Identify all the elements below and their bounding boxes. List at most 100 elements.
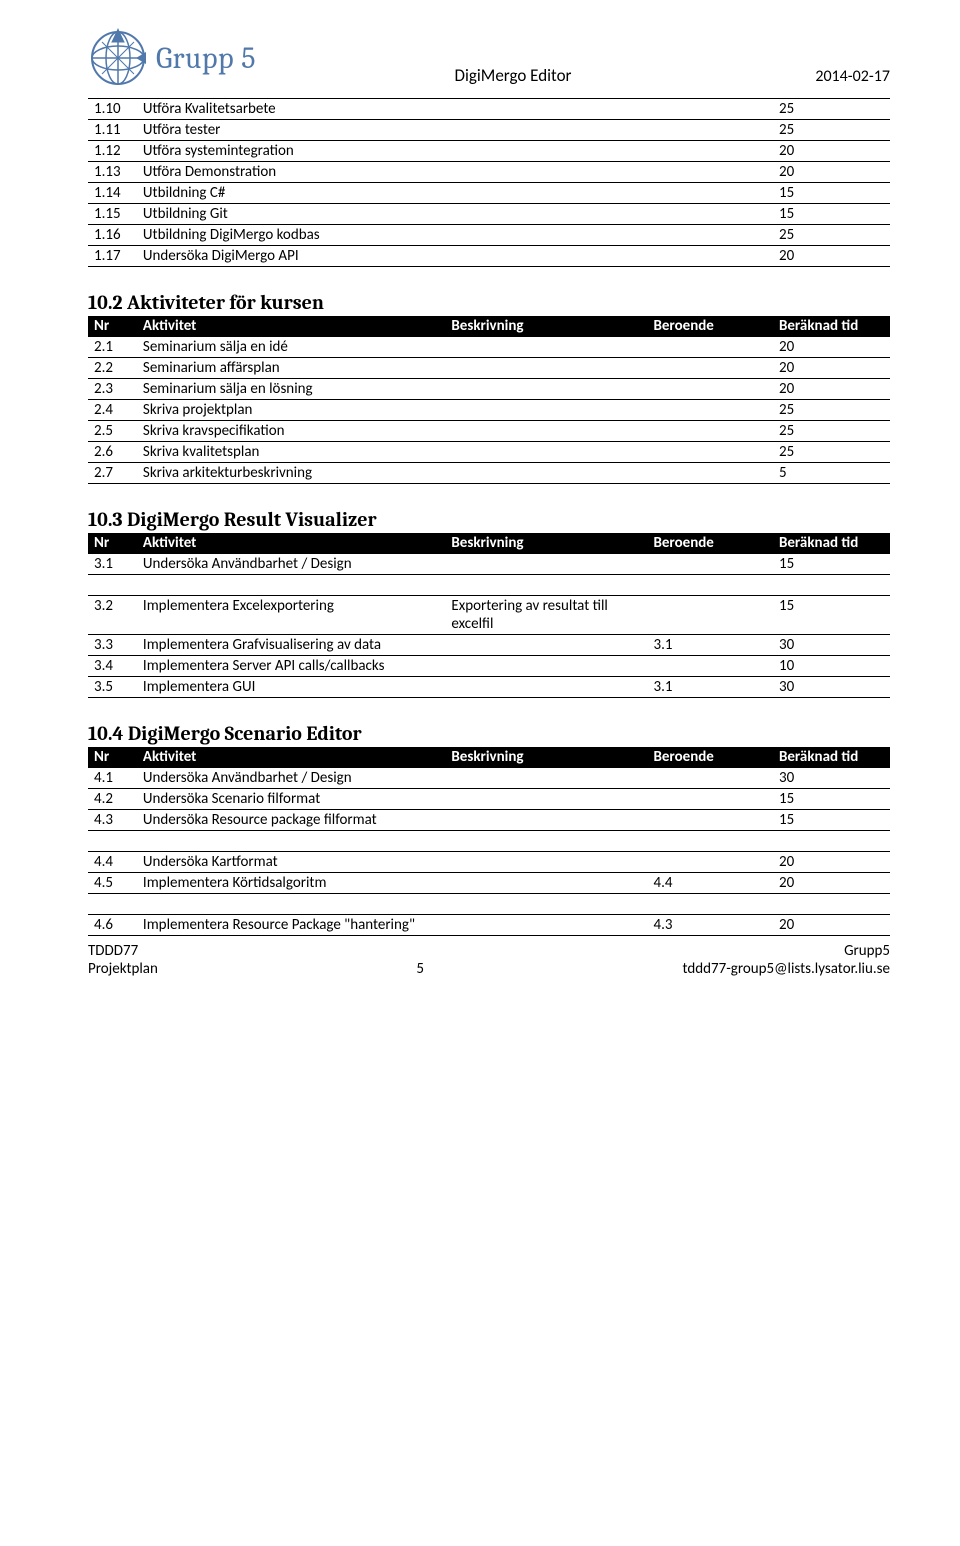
cell-dep bbox=[647, 120, 773, 141]
col-dep: Beroende bbox=[647, 316, 773, 337]
cell-dep bbox=[647, 204, 773, 225]
footer-course: TDDD77 bbox=[88, 942, 158, 960]
cell-nr: 4.4 bbox=[88, 852, 137, 873]
table-row: 3.5Implementera GUI3.130 bbox=[88, 677, 890, 698]
cell-desc bbox=[445, 183, 647, 204]
cell-nr: 1.16 bbox=[88, 225, 137, 246]
cell-dep bbox=[647, 463, 773, 484]
cell-time: 20 bbox=[773, 358, 890, 379]
cell-time: 25 bbox=[773, 225, 890, 246]
cell-time: 15 bbox=[773, 810, 890, 831]
table-row: 3.4Implementera Server API calls/callbac… bbox=[88, 656, 890, 677]
cell-nr: 2.1 bbox=[88, 337, 137, 358]
cell-desc bbox=[445, 246, 647, 267]
col-activity: Aktivitet bbox=[137, 316, 445, 337]
cell-dep bbox=[647, 99, 773, 120]
footer-docname: Projektplan bbox=[88, 960, 158, 978]
cell-desc bbox=[445, 635, 647, 656]
cell-dep bbox=[647, 768, 773, 789]
cell-act: Seminarium sälja en idé bbox=[137, 337, 445, 358]
footer-right: Grupp5 tddd77-group5@lists.lysator.liu.s… bbox=[683, 942, 890, 978]
cell-desc bbox=[445, 656, 647, 677]
table-row: 4.3Undersöka Resource package filformat1… bbox=[88, 810, 890, 831]
cell-nr: 2.6 bbox=[88, 442, 137, 463]
table-row: 4.6Implementera Resource Package "hanter… bbox=[88, 915, 890, 936]
cell-time: 20 bbox=[773, 337, 890, 358]
cell-act: Implementera Resource Package "hantering… bbox=[137, 915, 445, 936]
cell-dep bbox=[647, 141, 773, 162]
cell-nr: 1.11 bbox=[88, 120, 137, 141]
col-time: Beräknad tid bbox=[773, 316, 890, 337]
cell-nr: 4.6 bbox=[88, 915, 137, 936]
cell-dep: 4.3 bbox=[647, 915, 773, 936]
cell-time: 30 bbox=[773, 677, 890, 698]
table-row: 1.16Utbildning DigiMergo kodbas 25 bbox=[88, 225, 890, 246]
cell-desc bbox=[445, 442, 647, 463]
cell-act: Skriva kravspecifikation bbox=[137, 421, 445, 442]
cell-desc bbox=[445, 358, 647, 379]
table-activities-1: 1.10Utföra Kvalitetsarbete251.11Utföra t… bbox=[88, 98, 890, 267]
table-row: 3.1Undersöka Användbarhet / Design15 bbox=[88, 554, 890, 575]
table-row: 1.11Utföra tester25 bbox=[88, 120, 890, 141]
cell-act: Seminarium sälja en lösning bbox=[137, 379, 445, 400]
cell-act: Undersöka DigiMergo API bbox=[137, 246, 445, 267]
cell-desc bbox=[445, 400, 647, 421]
col-time: Beräknad tid bbox=[773, 533, 890, 554]
table-row: 2.3Seminarium sälja en lösning 20 bbox=[88, 379, 890, 400]
cell-nr: 4.1 bbox=[88, 768, 137, 789]
table-activities-4: Nr Aktivitet Beskrivning Beroende Beräkn… bbox=[88, 747, 890, 936]
col-desc: Beskrivning bbox=[445, 747, 647, 768]
cell-act: Utbildning DigiMergo kodbas bbox=[137, 225, 445, 246]
cell-nr: 3.5 bbox=[88, 677, 137, 698]
cell-desc bbox=[445, 141, 647, 162]
table-row: 1.14Utbildning C#15 bbox=[88, 183, 890, 204]
cell-nr: 4.5 bbox=[88, 873, 137, 894]
cell-act: Skriva arkitekturbeskrivning bbox=[137, 463, 445, 484]
cell-desc bbox=[445, 677, 647, 698]
cell-nr: 1.12 bbox=[88, 141, 137, 162]
cell-time: 20 bbox=[773, 379, 890, 400]
cell-desc bbox=[445, 768, 647, 789]
cell-dep bbox=[647, 789, 773, 810]
cell-act: Undersöka Användbarhet / Design bbox=[137, 554, 445, 575]
header-date: 2014-02-17 bbox=[770, 67, 890, 88]
col-nr: Nr bbox=[88, 316, 137, 337]
col-desc: Beskrivning bbox=[445, 533, 647, 554]
cell-time: 20 bbox=[773, 162, 890, 183]
cell-time: 25 bbox=[773, 99, 890, 120]
table-row: 4.4Undersöka Kartformat20 bbox=[88, 852, 890, 873]
cell-act: Utbildning Git bbox=[137, 204, 445, 225]
cell-act: Skriva kvalitetsplan bbox=[137, 442, 445, 463]
cell-desc bbox=[445, 554, 647, 575]
table-row: 2.2Seminarium affärsplan20 bbox=[88, 358, 890, 379]
cell-dep bbox=[647, 656, 773, 677]
cell-time: 15 bbox=[773, 183, 890, 204]
cell-dep bbox=[647, 596, 773, 635]
col-activity: Aktivitet bbox=[137, 533, 445, 554]
cell-nr: 2.5 bbox=[88, 421, 137, 442]
col-activity: Aktivitet bbox=[137, 747, 445, 768]
cell-nr: 1.17 bbox=[88, 246, 137, 267]
cell-dep bbox=[647, 554, 773, 575]
cell-time: 25 bbox=[773, 442, 890, 463]
gap-row bbox=[88, 575, 890, 596]
cell-dep bbox=[647, 225, 773, 246]
cell-dep bbox=[647, 183, 773, 204]
cell-dep bbox=[647, 400, 773, 421]
cell-time: 15 bbox=[773, 596, 890, 635]
cell-time: 25 bbox=[773, 421, 890, 442]
cell-desc bbox=[445, 337, 647, 358]
cell-desc bbox=[445, 162, 647, 183]
col-time: Beräknad tid bbox=[773, 747, 890, 768]
globe-icon bbox=[88, 28, 148, 88]
cell-desc bbox=[445, 873, 647, 894]
cell-time: 20 bbox=[773, 141, 890, 162]
cell-desc bbox=[445, 204, 647, 225]
cell-dep bbox=[647, 852, 773, 873]
col-desc: Beskrivning bbox=[445, 316, 647, 337]
cell-dep bbox=[647, 246, 773, 267]
cell-nr: 2.3 bbox=[88, 379, 137, 400]
cell-act: Undersöka Användbarhet / Design bbox=[137, 768, 445, 789]
cell-nr: 3.2 bbox=[88, 596, 137, 635]
cell-desc bbox=[445, 421, 647, 442]
